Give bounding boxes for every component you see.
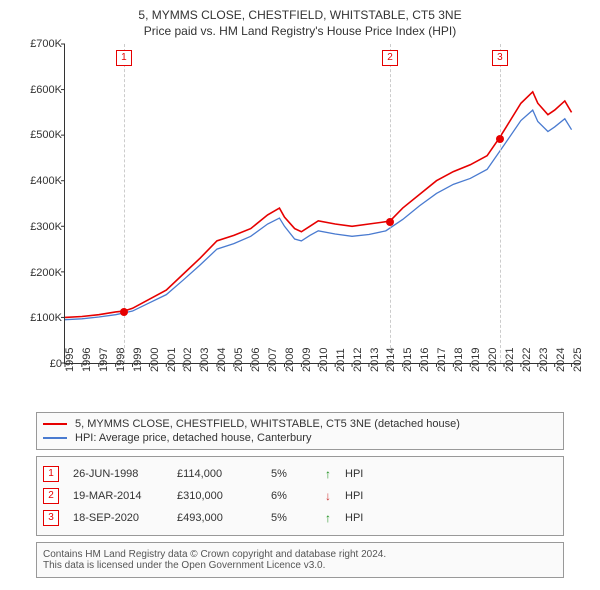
legend: 5, MYMMS CLOSE, CHESTFIELD, WHITSTABLE, … [36,412,564,450]
marker-dot [386,218,394,226]
event-row: 3 18-SEP-2020 £493,000 5% ↑ HPI [43,507,557,529]
event-date: 19-MAR-2014 [73,490,163,502]
event-pct: 5% [271,468,311,480]
series-hpi [65,110,572,320]
arrow-icon: ↑ [325,467,331,481]
event-pct: 5% [271,512,311,524]
footer-line-1: Contains HM Land Registry data © Crown c… [43,549,557,560]
chart-title: 5, MYMMS CLOSE, CHESTFIELD, WHITSTABLE, … [6,8,594,22]
y-tick-label: £600K [30,84,62,96]
event-date: 18-SEP-2020 [73,512,163,524]
chart-subtitle: Price paid vs. HM Land Registry's House … [6,24,594,38]
event-marker-box: 3 [43,510,59,526]
series-property [65,92,572,318]
event-price: £114,000 [177,468,257,480]
event-price: £310,000 [177,490,257,502]
event-row: 1 26-JUN-1998 £114,000 5% ↑ HPI [43,463,557,485]
legend-swatch [43,437,67,439]
y-tick-label: £400K [30,175,62,187]
x-tick-label: 2025 [572,348,600,372]
marker-dot [496,135,504,143]
arrow-icon: ↓ [325,489,331,503]
marker-box: 2 [382,50,398,66]
event-marker-box: 1 [43,466,59,482]
legend-label: HPI: Average price, detached house, Cant… [75,432,311,444]
event-price: £493,000 [177,512,257,524]
plot-area: 1 2 3 [64,44,580,364]
y-tick-label: £100K [30,312,62,324]
event-suffix: HPI [345,490,363,502]
legend-label: 5, MYMMS CLOSE, CHESTFIELD, WHITSTABLE, … [75,418,460,430]
legend-swatch [43,423,67,425]
chart-area: £0£100K£200K£300K£400K£500K£600K£700K 12… [20,44,580,404]
marker-box: 1 [116,50,132,66]
marker-line [390,44,391,363]
y-axis: £0£100K£200K£300K£400K£500K£600K£700K [20,44,64,364]
marker-box: 3 [492,50,508,66]
arrow-icon: ↑ [325,511,331,525]
event-pct: 6% [271,490,311,502]
footer-attribution: Contains HM Land Registry data © Crown c… [36,542,564,578]
x-axis: 1995199619971998199920002001200220032004… [64,364,580,404]
event-suffix: HPI [345,512,363,524]
y-tick-label: £0 [50,358,62,370]
y-tick-label: £500K [30,129,62,141]
events-table: 1 26-JUN-1998 £114,000 5% ↑ HPI 2 19-MAR-2014 £3… [36,456,564,536]
marker-dot [120,308,128,316]
legend-item: HPI: Average price, detached house, Cant… [43,431,557,445]
event-marker-box: 2 [43,488,59,504]
marker-line [500,44,501,363]
legend-item: 5, MYMMS CLOSE, CHESTFIELD, WHITSTABLE, … [43,417,557,431]
event-row: 2 19-MAR-2014 £310,000 6% ↓ HPI [43,485,557,507]
y-tick-label: £200K [30,267,62,279]
y-tick-label: £700K [30,38,62,50]
chart-lines [65,44,580,363]
footer-line-2: This data is licensed under the Open Gov… [43,560,557,571]
event-suffix: HPI [345,468,363,480]
y-tick-label: £300K [30,221,62,233]
event-date: 26-JUN-1998 [73,468,163,480]
